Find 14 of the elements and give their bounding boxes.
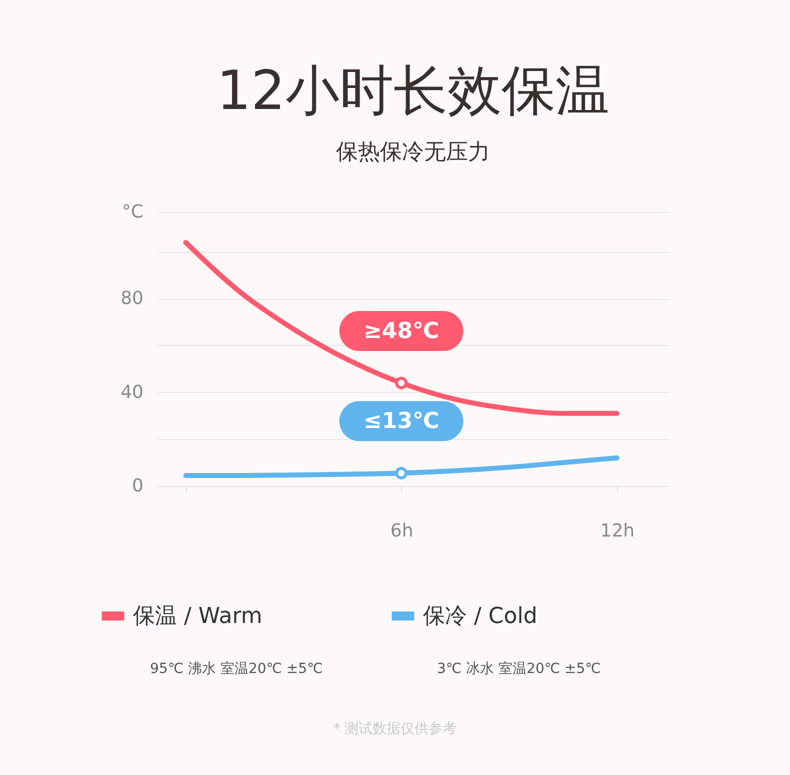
- y-tick-label: °C: [122, 202, 144, 222]
- text: 95℃ 沸水 室温20℃ ±5℃: [150, 660, 323, 678]
- x-tick-label: 6h: [390, 520, 414, 542]
- y-tick-label: 40: [120, 382, 144, 403]
- legend-label: 保冷 / Cold: [423, 604, 538, 629]
- x-tick-label: 12h: [600, 520, 635, 542]
- y-tick-label: 0: [132, 476, 144, 496]
- chart-subtitle: 保热保冷无压力: [336, 140, 490, 165]
- annotation: ≤13℃: [363, 409, 440, 434]
- chart-title: 12小时长效保温: [216, 59, 610, 122]
- annotation: ≥48℃: [363, 318, 440, 344]
- text: 3℃ 冰水 室温20℃ ±5℃: [437, 660, 601, 678]
- y-tick-label: 80: [120, 288, 144, 310]
- legend-label: 保温 / Warm: [133, 604, 262, 629]
